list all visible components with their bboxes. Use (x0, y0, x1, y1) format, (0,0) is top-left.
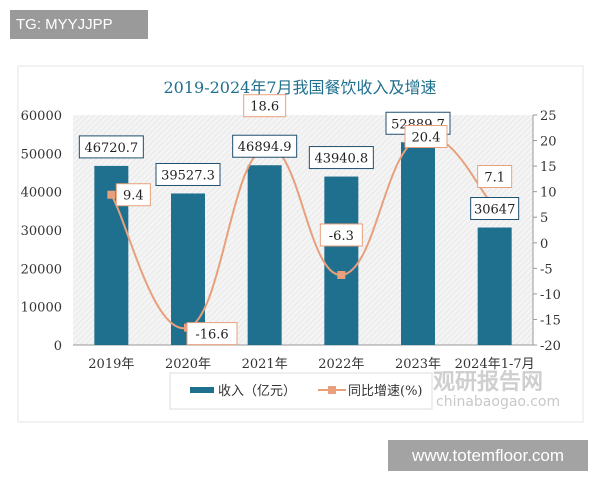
growth-label-box (243, 94, 287, 118)
right-tick-label: 25 (540, 109, 557, 124)
growth-value-label: -16.6 (195, 328, 228, 343)
left-tick-label: 30000 (21, 224, 62, 239)
bar-label-box (308, 146, 374, 170)
x-tick-label: 2020年 (165, 357, 211, 372)
left-tick-label: 20000 (21, 262, 62, 277)
growth-value-label: 20.4 (412, 131, 441, 146)
growth-label-box (186, 322, 238, 346)
bar-label-box (232, 134, 298, 158)
growth-value-label: -6.3 (329, 229, 354, 244)
bar-label-box (155, 162, 221, 186)
bar-value-label: 39527.3 (161, 168, 215, 183)
right-tick-label: -15 (540, 313, 561, 328)
x-tick-label: 2021年 (242, 357, 288, 372)
growth-value-label: 9.4 (123, 189, 144, 204)
right-tick-label: 20 (540, 135, 557, 150)
watermark-site: www.totemfloor.com (388, 440, 588, 471)
bar-value-label: 46894.9 (238, 140, 292, 155)
legend-label-income: 收入（亿元） (218, 384, 296, 399)
x-tick-label: 2024年1-7月 (455, 357, 535, 372)
left-tick-label: 10000 (21, 301, 62, 316)
bar (171, 193, 205, 345)
right-tick-label: 0 (540, 237, 548, 252)
growth-value-label: 18.6 (250, 100, 279, 115)
right-tick-label: 15 (540, 160, 557, 175)
right-tick-label: -5 (540, 262, 553, 277)
growth-label-box (404, 125, 448, 149)
legend-bar-swatch (190, 387, 214, 393)
bar-value-label: 43940.8 (314, 152, 368, 167)
watermark-tag: TG: MYYJJPP (10, 10, 148, 39)
bar-value-label: 30647 (474, 203, 515, 218)
growth-label-box (477, 164, 513, 188)
growth-marker (337, 270, 346, 279)
bar (401, 142, 435, 345)
legend-marker (328, 386, 336, 394)
left-tick-label: 40000 (21, 186, 62, 201)
left-tick-label: 0 (54, 339, 62, 354)
bar-label-box (78, 135, 144, 159)
growth-marker (107, 190, 116, 199)
bar (247, 165, 282, 345)
right-tick-label: 10 (540, 186, 557, 201)
x-tick-label: 2019年 (88, 357, 134, 372)
bar-label-box (470, 197, 520, 221)
right-tick-label: 5 (540, 211, 548, 226)
bar (477, 227, 512, 345)
right-tick-label: -10 (540, 288, 561, 303)
bar-value-label: 46720.7 (84, 141, 138, 156)
legend-label-growth: 同比增速(%) (348, 384, 423, 399)
logo-watermark: 观研报告网 (433, 370, 543, 395)
logo-url: chinabaogao.com (436, 394, 560, 410)
legend: 收入（亿元） 同比增速(%) (169, 372, 433, 410)
left-tick-label: 60000 (21, 109, 62, 124)
bar (324, 176, 359, 345)
growth-value-label: 7.1 (484, 170, 505, 185)
left-tick-label: 50000 (21, 147, 62, 162)
growth-label-box (115, 183, 151, 207)
x-tick-label: 2022年 (318, 357, 364, 372)
chart-title: 2019-2024年7月我国餐饮收入及增速 (163, 78, 436, 97)
growth-label-box (319, 223, 363, 247)
right-tick-label: -20 (540, 339, 561, 354)
x-tick-label: 2023年 (395, 357, 441, 372)
